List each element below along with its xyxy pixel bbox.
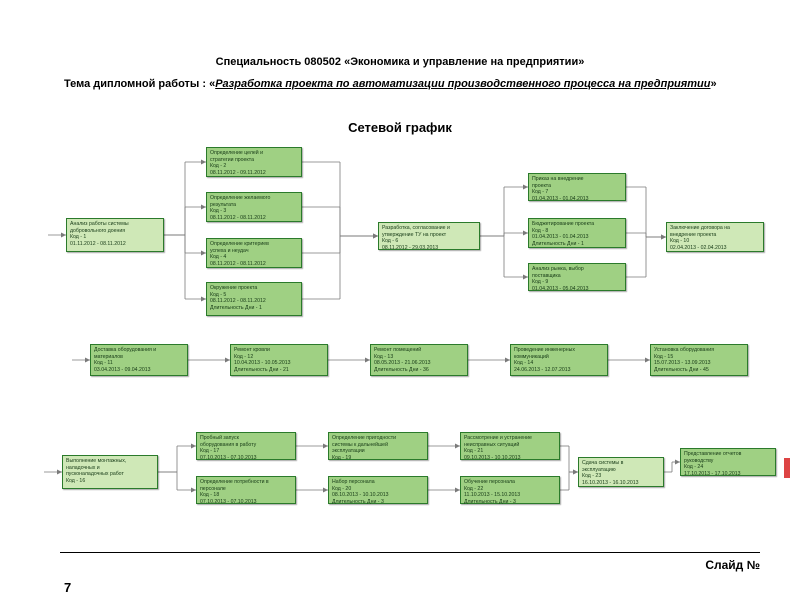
node-n5: Окружение проектаКод - 508.11.2012 - 08.… [206, 282, 302, 316]
node-n1: Анализ работы системыдобровольного доени… [66, 218, 164, 252]
node-n12: Ремонт кровлиКод - 1210.04.2013 - 10.05.… [230, 344, 328, 376]
node-n7: Приказ на внедрениепроектаКод - 701.04.2… [528, 173, 626, 201]
node-n3: Определение желаемогорезультатаКод - 308… [206, 192, 302, 222]
theme-prefix: Тема дипломной работы : « [64, 78, 215, 90]
node-n13: Ремонт помещенийКод - 1308.05.2013 - 21.… [370, 344, 468, 376]
footer-rule [60, 552, 760, 553]
node-n6: Разработка, согласование иутверждение ТУ… [378, 222, 480, 250]
node-n22: Обучение персоналаКод - 2211.10.2013 - 1… [460, 476, 560, 504]
theme-suffix: » [710, 78, 716, 90]
node-n20: Набор персоналаКод - 2008.10.2013 - 10.1… [328, 476, 428, 504]
slide-label: Слайд № [705, 558, 760, 572]
node-n19: Определение пригодностисистемы к дальней… [328, 432, 428, 460]
node-n21: Рассмотрение и устранениенеисправных сит… [460, 432, 560, 460]
node-n18: Определение потребности вперсоналеКод - … [196, 476, 296, 504]
edge-layer [0, 0, 800, 600]
node-n11: Доставка оборудования иматериаловКод - 1… [90, 344, 188, 376]
red-marker [784, 458, 790, 478]
node-n24: Представление отчетовруководствуКод - 24… [680, 448, 776, 476]
slide-number: 7 [64, 580, 71, 595]
node-n10: Заключение договора навнедрение проектаК… [666, 222, 764, 252]
node-n14: Проведение инженерныхкоммуникацийКод - 1… [510, 344, 608, 376]
node-n17: Пробный запускоборудования в работуКод -… [196, 432, 296, 460]
node-n4: Определение критериевуспеха и неудачКод … [206, 238, 302, 268]
node-n16: Выполнение монтажных,наладочных ипускона… [62, 455, 158, 489]
node-n8: Бюджетирование проектаКод - 801.04.2013 … [528, 218, 626, 248]
node-n15: Установка оборудованияКод - 1515.07.2013… [650, 344, 748, 376]
node-n23: Сдача системы вэксплуатациюКод - 2316.10… [578, 457, 664, 487]
thesis-theme: Тема дипломной работы : «Разработка прое… [64, 78, 717, 90]
diagram-title: Сетевой график [0, 120, 800, 135]
node-n9: Анализ рынка, выборпоставщикаКод - 901.0… [528, 263, 626, 291]
node-n2: Определение целей истратегии проектаКод … [206, 147, 302, 177]
theme-italic: Разработка проекта по автоматизации прои… [215, 78, 710, 90]
specialty-line: Специальность 080502 «Экономика и управл… [0, 56, 800, 68]
